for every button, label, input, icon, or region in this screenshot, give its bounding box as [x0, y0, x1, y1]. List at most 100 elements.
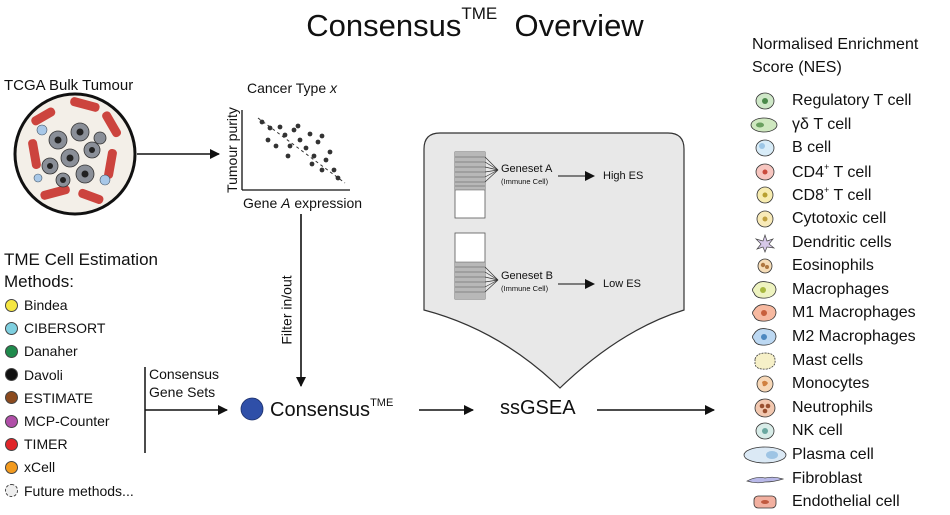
ssgsea-panel — [423, 132, 685, 389]
nes-cell-label-text: CD8 — [792, 187, 825, 205]
nes-cell-label: Eosinophils — [792, 257, 874, 275]
nes-cell-label-text: Mast cells — [792, 351, 864, 369]
nes-cell-item: CD8+ T cell — [742, 184, 871, 206]
nes-cell-item: B cell — [742, 137, 831, 159]
consensus-gene-sets-line2: Gene Sets — [149, 384, 216, 400]
ranked-list-b — [454, 232, 595, 300]
nes-cell-label-text: Regulatory T cell — [792, 92, 912, 109]
nes-cell-label-text: M1 Macrophages — [792, 304, 916, 322]
nes-cell-item: γδ T cell — [742, 114, 851, 136]
nes-cell-item: Dendritic cells — [742, 232, 892, 254]
nk-cell-icon — [742, 420, 788, 442]
plasma-cell-icon — [742, 444, 788, 466]
method-item: xCell — [5, 456, 55, 478]
nes-cell-label-text: Fibroblast — [792, 469, 863, 487]
scatter-ylabel: Tumour purity — [223, 107, 240, 193]
ranked-list-a — [454, 151, 595, 219]
eosinophil-icon — [742, 255, 788, 277]
method-label: CIBERSORT — [24, 320, 106, 337]
nes-cell-label: Monocytes — [792, 375, 869, 393]
nes-cell-label-tail: T cell — [829, 187, 872, 205]
nes-cell-label: CD4+ T cell — [792, 162, 871, 182]
b-cell-icon — [742, 137, 788, 159]
method-label: Danaher — [24, 343, 78, 360]
methods-heading-line2: Methods: — [4, 272, 74, 291]
nes-cell-item: Endothelial cell — [742, 491, 900, 513]
nes-cell-item: Macrophages — [742, 279, 889, 301]
fibroblast-icon — [742, 468, 788, 490]
nes-cell-label: Fibroblast — [792, 470, 862, 488]
method-item: ESTIMATE — [5, 387, 93, 409]
nes-cell-label: Mast cells — [792, 352, 863, 370]
cd4-t-cell-icon — [742, 161, 788, 183]
method-color-dot — [5, 437, 18, 451]
nes-cell-label: Plasma cell — [792, 446, 874, 464]
scatter-title: Cancer Type x — [247, 80, 337, 96]
nes-cell-item: Fibroblast — [742, 468, 862, 490]
filter-label: Filter in/out — [278, 275, 295, 345]
nes-cell-label-text: M2 Macrophages — [792, 328, 916, 345]
nes-cell-label: Neutrophils — [792, 399, 873, 417]
nes-cell-label-sup: + — [824, 185, 830, 196]
method-label: ESTIMATE — [24, 389, 93, 406]
method-item: MCP-Counter — [5, 410, 110, 432]
nes-cell-item: Eosinophils — [742, 255, 874, 277]
method-color-dot — [5, 368, 18, 382]
scatter-xlabel: Gene A expression — [243, 195, 362, 211]
nes-heading-line1: Normalised Enrichment — [752, 36, 919, 53]
nes-cell-label: Cytotoxic cell — [792, 210, 886, 228]
method-label: Davoli — [24, 366, 63, 383]
endothelial-cell-icon — [742, 491, 788, 513]
consensus-node-dot — [240, 397, 264, 421]
nes-cell-item: Mast cells — [742, 350, 863, 372]
nes-cell-item: Neutrophils — [742, 397, 873, 419]
geneset-b-name: Geneset B — [501, 270, 553, 282]
method-color-dot — [5, 484, 18, 498]
gamma-delta-t-cell-icon — [742, 114, 788, 136]
nes-cell-label-text: Neutrophils — [792, 398, 873, 416]
scatter-plot — [241, 110, 350, 191]
nes-cell-item: M2 Macrophages — [742, 326, 916, 348]
nes-cell-label: NK cell — [792, 422, 843, 440]
nes-cell-label: Regulatory T cell — [792, 92, 911, 110]
method-item: CIBERSORT — [5, 317, 105, 339]
nes-cell-label-tail: T cell — [829, 163, 872, 181]
nes-cell-label: Macrophages — [792, 281, 889, 299]
method-color-dot — [5, 344, 18, 358]
monocyte-icon — [742, 373, 788, 395]
method-color-dot — [5, 414, 18, 428]
ssgsea-label: ssGSEA — [500, 397, 576, 419]
method-label: MCP-Counter — [24, 413, 110, 429]
nes-cell-label: M2 Macrophages — [792, 328, 916, 346]
geneset-a-sub: (Immune Cell) — [501, 177, 549, 186]
method-label: TIMER — [24, 436, 68, 453]
nes-cell-item: M1 Macrophages — [742, 302, 916, 324]
geneset-b-result: Low ES — [603, 278, 641, 290]
nes-cell-label-text: γδ T cell — [792, 115, 852, 133]
nes-cell-item: NK cell — [742, 420, 843, 442]
method-label: xCell — [24, 459, 56, 476]
cd8-t-cell-icon — [742, 184, 788, 206]
method-color-dot — [5, 298, 18, 312]
nes-cell-item: Regulatory T cell — [742, 90, 911, 112]
macrophage-icon — [742, 279, 788, 301]
scatter-title-var: x — [330, 80, 338, 96]
nes-cell-label-text: Endothelial cell — [792, 493, 900, 511]
nes-heading-line2: Score (NES) — [752, 59, 842, 76]
nes-cell-label: B cell — [792, 139, 831, 157]
scatter-xlabel-var: A — [281, 195, 291, 211]
nes-cell-label: CD8+ T cell — [792, 185, 871, 205]
tcga-label: TCGA Bulk Tumour — [4, 77, 134, 94]
nes-cell-label-text: Macrophages — [792, 280, 889, 298]
method-color-dot — [5, 321, 18, 335]
method-item: Bindea — [5, 294, 68, 316]
dendritic-cell-icon — [742, 232, 788, 254]
method-item: Danaher — [5, 340, 78, 362]
method-color-dot — [5, 460, 18, 474]
mast-cell-icon — [742, 350, 788, 372]
regulatory-t-cell-icon — [742, 90, 788, 112]
nes-cell-label-text: Monocytes — [792, 375, 870, 393]
consensus-node-sup: TME — [370, 397, 394, 409]
nes-cell-label: M1 Macrophages — [792, 304, 916, 322]
page-title: ConsensusTME Overview — [0, 4, 950, 44]
